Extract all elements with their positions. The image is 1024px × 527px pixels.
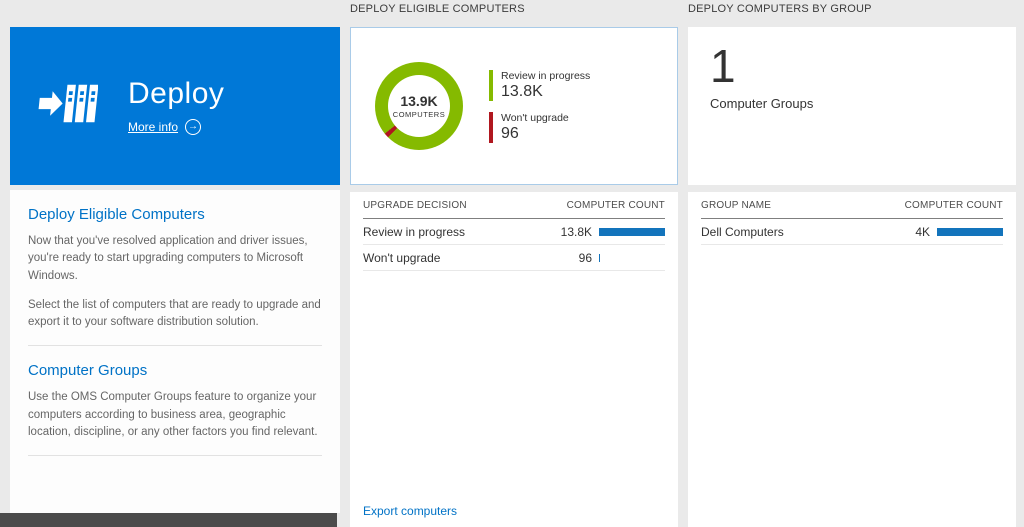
middle-column-header: DEPLOY ELIGIBLE COMPUTERS [350, 3, 525, 15]
legend-label: Review in progress [501, 69, 591, 82]
export-computers-link[interactable]: Export computers [363, 504, 458, 518]
tile-title: Deploy [128, 77, 225, 110]
row-value: 4K [915, 224, 930, 239]
computer-groups-panel: GROUP NAME COMPUTER COUNT Dell Computers… [688, 192, 1016, 527]
more-info-label[interactable]: More info [128, 120, 179, 134]
table-row[interactable]: Won't upgrade 96 [363, 245, 665, 271]
legend-marker-red [489, 111, 493, 143]
row-label: Won't upgrade [363, 250, 441, 265]
row-bar-track [599, 227, 665, 236]
section-divider [28, 345, 322, 347]
legend-value: 96 [501, 124, 519, 142]
legend-item: Won't upgrade 96 [489, 111, 590, 143]
computer-groups-tile[interactable]: 1 Computer Groups [688, 27, 1016, 185]
section-heading-deploy-eligible: Deploy Eligible Computers [28, 206, 205, 223]
more-info-arrow-icon[interactable]: → [185, 119, 202, 135]
table-header: UPGRADE DECISION COMPUTER COUNT [363, 192, 665, 219]
row-bar [937, 227, 1003, 236]
section-divider [28, 455, 322, 456]
donut-chart: 13.9K COMPUTERS [375, 62, 463, 150]
upgrade-decision-panel: UPGRADE DECISION COMPUTER COUNT Review i… [350, 192, 678, 527]
donut-center-label: COMPUTERS [392, 110, 446, 119]
row-label: Review in progress [363, 224, 466, 239]
more-info-link[interactable]: More info → [128, 119, 224, 135]
row-value: 13.8K [560, 224, 592, 239]
section-heading-computer-groups: Computer Groups [28, 362, 148, 380]
right-column-header: DEPLOY COMPUTERS BY GROUP [688, 3, 872, 15]
column-header-computer-count: COMPUTER COUNT [904, 199, 1003, 211]
row-label: Dell Computers [701, 224, 784, 239]
column-header-group-name: GROUP NAME [701, 199, 772, 211]
legend-item: Review in progress 13.8K [489, 69, 591, 101]
eligible-computers-tile[interactable]: 13.9K COMPUTERS Review in progress 13.8K… [350, 27, 678, 185]
legend-value: 13.8K [501, 82, 543, 100]
section-paragraph: Select the list of computers that are re… [28, 298, 321, 328]
donut-legend: Review in progress 13.8K Won't upgrade 9… [489, 69, 591, 143]
table-header: GROUP NAME COMPUTER COUNT [701, 192, 1003, 219]
column-header-upgrade-decision: UPGRADE DECISION [363, 199, 467, 211]
horizontal-scrollbar[interactable] [0, 513, 337, 527]
section-paragraph: Now that you've resolved application and… [28, 235, 308, 282]
row-bar [599, 227, 665, 236]
table-row[interactable]: Dell Computers 4K [701, 219, 1003, 245]
description-panel: Deploy Eligible Computers Now that you'v… [10, 190, 340, 513]
legend-label: Won't upgrade [501, 111, 569, 124]
group-count: 1 [710, 40, 736, 92]
section-paragraph: Use the OMS Computer Groups feature to o… [28, 391, 318, 438]
column-header-computer-count: COMPUTER COUNT [566, 199, 665, 211]
legend-marker-green [489, 69, 493, 101]
deploy-icon [36, 80, 99, 132]
donut-center-value: 13.9K [400, 93, 438, 109]
deploy-tile[interactable]: Deploy More info → [10, 27, 340, 185]
table-row[interactable]: Review in progress 13.8K [363, 219, 665, 245]
row-bar [599, 253, 601, 262]
group-count-label: Computer Groups [710, 95, 814, 111]
row-value: 96 [578, 250, 592, 265]
row-bar-track [937, 227, 1003, 236]
donut-center: 13.9K COMPUTERS [388, 75, 450, 137]
row-bar-track [599, 253, 665, 262]
